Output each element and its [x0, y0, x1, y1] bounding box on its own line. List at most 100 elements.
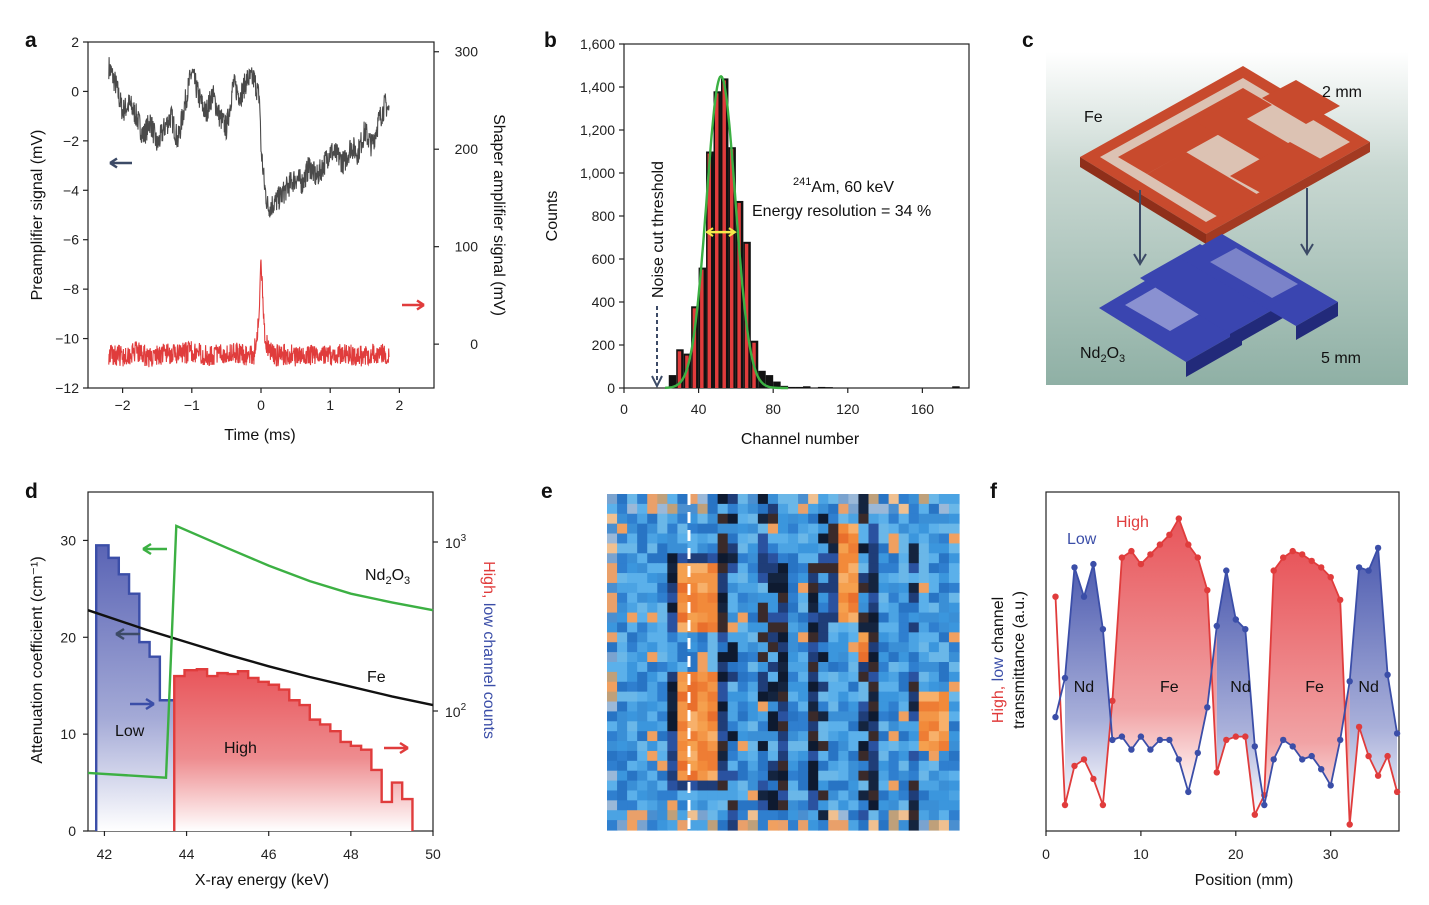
image-pixel [948, 612, 960, 624]
image-pixel [647, 494, 658, 505]
image-pixel [617, 820, 628, 831]
image-pixel [808, 543, 819, 554]
image-pixel [627, 780, 638, 792]
image-pixel [868, 681, 880, 693]
image-pixel [637, 592, 648, 604]
image-pixel [868, 770, 880, 782]
image-pixel [928, 800, 940, 811]
image-pixel [667, 582, 678, 594]
image-pixel [697, 503, 709, 515]
image-pixel [938, 513, 950, 525]
image-pixel [757, 701, 769, 713]
image-pixel [747, 533, 759, 545]
image-pixel [647, 533, 658, 545]
image-pixel [898, 770, 910, 782]
image-pixel [818, 543, 829, 554]
a-y2tick-label: 0 [470, 336, 478, 352]
image-pixel [858, 671, 870, 683]
image-pixel [727, 503, 739, 515]
image-pixel [627, 523, 638, 535]
low-channel-point [1374, 544, 1382, 552]
image-pixel [667, 701, 678, 713]
image-pixel [848, 563, 860, 574]
image-pixel [777, 592, 789, 604]
image-pixel [838, 513, 849, 525]
image-pixel [898, 760, 910, 772]
image-pixel [838, 721, 849, 732]
image-pixel [757, 573, 769, 584]
image-pixel [908, 494, 920, 505]
image-pixel [898, 543, 910, 554]
image-pixel [948, 721, 960, 732]
image-pixel [657, 790, 668, 801]
image-pixel [637, 770, 648, 782]
image-pixel [657, 642, 668, 653]
image-pixel [838, 553, 849, 564]
image-pixel [717, 790, 729, 801]
image-pixel [828, 523, 839, 535]
image-pixel [657, 602, 668, 614]
low-channel-point [1109, 736, 1116, 744]
image-pixel [767, 523, 779, 535]
image-pixel [838, 582, 849, 594]
image-pixel [788, 681, 799, 693]
region-label: Nd [1358, 679, 1378, 696]
image-pixel [747, 810, 759, 821]
image-pixel [677, 711, 689, 722]
image-pixel [647, 632, 658, 643]
image-pixel [928, 711, 940, 722]
image-pixel [747, 553, 759, 564]
image-pixel [617, 681, 628, 693]
image-pixel [777, 820, 789, 831]
image-pixel [828, 553, 839, 564]
b-ytick-label: 1,600 [580, 36, 615, 52]
fe-plate-side-left [1080, 157, 1206, 244]
image-pixel [697, 770, 709, 782]
image-pixel [667, 671, 678, 683]
image-pixel [818, 612, 829, 624]
image-pixel [788, 662, 799, 673]
nd-letter-e-gap [1125, 282, 1210, 331]
image-pixel [828, 760, 839, 772]
image-pixel [687, 770, 699, 782]
image-pixel [918, 503, 930, 515]
image-pixel [848, 701, 860, 713]
image-pixel [928, 721, 940, 732]
image-pixel [667, 691, 678, 703]
image-pixel [647, 750, 658, 762]
image-pixel [848, 810, 860, 821]
image-pixel [627, 563, 638, 574]
image-pixel [928, 820, 940, 831]
image-pixel [818, 642, 829, 653]
image-pixel [607, 533, 618, 545]
image-pixel [707, 780, 719, 792]
image-pixel [858, 721, 870, 732]
image-pixel [848, 592, 860, 604]
image-pixel [747, 770, 759, 782]
image-pixel [838, 741, 849, 752]
image-pixel [918, 790, 930, 801]
image-pixel [848, 582, 860, 594]
low-channel-point [1118, 733, 1126, 740]
image-pixel [918, 573, 930, 584]
image-pixel [757, 543, 769, 554]
image-pixel [808, 790, 819, 801]
image-pixel [828, 681, 839, 693]
image-pixel [818, 592, 829, 604]
histogram-bar-fill [700, 269, 704, 388]
image-pixel [757, 513, 769, 525]
image-pixel [848, 721, 860, 732]
image-pixel [617, 731, 628, 742]
image-pixel [868, 701, 880, 713]
image-pixel [808, 760, 819, 772]
image-pixel [647, 760, 658, 772]
isotope-text: Am, 60 keV [811, 179, 894, 196]
image-pixel [788, 622, 799, 633]
image-pixel [798, 731, 809, 742]
image-pixel [727, 701, 739, 713]
image-pixel [767, 810, 779, 821]
image-pixel [687, 671, 699, 683]
image-pixel [908, 731, 920, 742]
image-pixel [657, 494, 668, 505]
image-pixel [727, 622, 739, 633]
